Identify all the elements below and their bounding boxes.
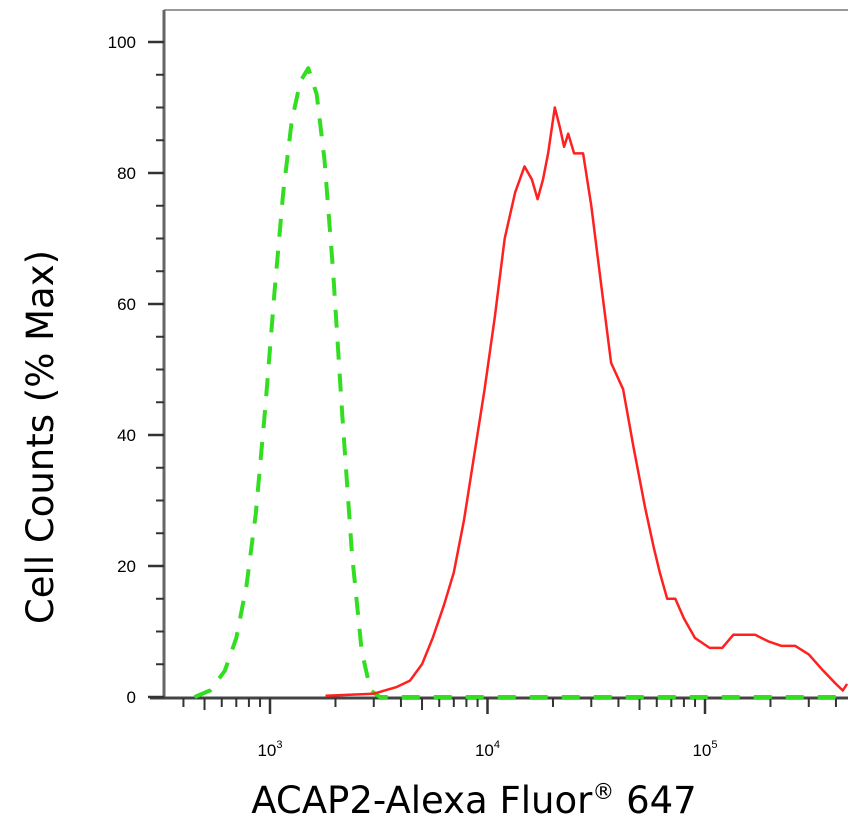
x-axis-title: ACAP2-Alexa Fluor® 647 (251, 779, 696, 822)
y-tick-label: 60 (117, 295, 136, 314)
x-axis-title-suffix: 647 (614, 779, 696, 822)
x-axis-ticks: 103 104 105 (182, 698, 837, 760)
x-tick-label: 103 (257, 739, 282, 760)
y-axis-title: Cell Counts (% Max) (19, 250, 62, 624)
x-tick-label-base: 10 (692, 741, 711, 760)
x-axis-title-main: ACAP2-Alexa Fluor (251, 779, 593, 822)
histogram-series (193, 66, 848, 699)
x-tick-label-exponent: 4 (494, 739, 500, 751)
x-tick-label: 105 (692, 739, 717, 760)
x-tick-label-exponent: 5 (711, 739, 717, 751)
y-tick-label: 100 (108, 33, 136, 52)
y-tick-label: 40 (117, 426, 136, 445)
x-tick-label: 104 (475, 739, 500, 760)
y-axis-ticks: 0 20 40 60 80 100 (108, 33, 164, 707)
sample-histogram-line (325, 106, 848, 697)
y-tick-label: 80 (117, 164, 136, 183)
y-tick-label: 20 (117, 557, 136, 576)
x-tick-label-base: 10 (257, 741, 276, 760)
x-tick-label-base: 10 (475, 741, 494, 760)
x-tick-label-exponent: 3 (276, 739, 282, 751)
y-tick-label: 0 (127, 688, 136, 707)
x-axis-title-registered-mark: ® (592, 780, 614, 805)
